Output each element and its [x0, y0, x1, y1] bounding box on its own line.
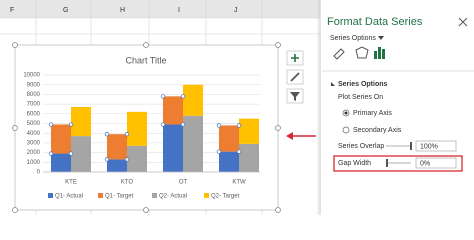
- y-tick-label: 6000: [27, 111, 41, 117]
- secondary-axis-label: Secondary Axis: [353, 127, 402, 134]
- chart-title: Chart Title: [125, 55, 166, 65]
- y-tick-label: 0: [37, 170, 41, 176]
- selection-handle: [180, 122, 186, 127]
- screen: F G H I J Chart Title 0 1000 2000 3000 4000 5…: [0, 0, 474, 215]
- x-tick-label: KTE: [65, 180, 77, 186]
- chart-buttons[interactable]: [286, 50, 304, 104]
- fill-line-tab[interactable]: [333, 48, 345, 60]
- gap-thumb[interactable]: [386, 159, 388, 167]
- options-menu[interactable]: Series Options: [330, 35, 376, 42]
- bar-segment: [71, 136, 91, 172]
- selection-handle: [216, 149, 222, 154]
- selection-handle: [236, 123, 242, 128]
- radio-dot: [344, 111, 348, 115]
- y-tick-label: 3000: [27, 140, 41, 146]
- selection-handle: [68, 122, 74, 127]
- bar-segment: [71, 107, 91, 137]
- column-header-bar: [0, 0, 320, 18]
- selection-handle: [124, 157, 130, 162]
- legend-label: Q2- Actual: [159, 194, 187, 200]
- y-tick-label: 2000: [27, 150, 41, 156]
- x-tick-label: OT: [179, 180, 188, 186]
- bar-segment: [163, 124, 183, 172]
- legend-swatch: [48, 193, 53, 198]
- bar-segment: [107, 134, 127, 160]
- plot-on-label: Plot Series On: [338, 94, 383, 101]
- bar-segment: [51, 124, 71, 154]
- column-letter: I: [178, 7, 180, 14]
- chart[interactable]: Chart Title 0 1000 2000 3000 4000 5000 6000 700…: [12, 42, 281, 213]
- column-letter: F: [10, 7, 14, 14]
- plus-icon: [291, 54, 299, 62]
- selection-handle: [124, 132, 130, 137]
- pane-background: [320, 0, 474, 215]
- selection-handle: [216, 123, 222, 128]
- selection-handle: [104, 132, 110, 137]
- column-letter: J: [234, 7, 238, 14]
- effects-tab[interactable]: [355, 46, 369, 59]
- menu-caret: [378, 36, 384, 40]
- pane-title: Format Data Series: [327, 16, 423, 28]
- y-tick-label: 1000: [27, 160, 41, 166]
- bar-segment: [219, 125, 239, 152]
- overlap-thumb[interactable]: [410, 142, 412, 150]
- bar-segment: [127, 145, 147, 172]
- primary-axis-label: Primary Axis: [353, 110, 392, 117]
- format-pane: Format Data Series Series Options Series…: [319, 0, 474, 215]
- overlap-input[interactable]: [415, 140, 457, 152]
- brush-icon: [290, 72, 300, 82]
- close-button[interactable]: [458, 17, 468, 27]
- bar-segment: [239, 118, 259, 144]
- legend-label: Q1- Actual: [55, 194, 83, 200]
- overlap-label: Series Overlap: [338, 143, 384, 150]
- gap-input[interactable]: [415, 157, 457, 169]
- secondary-radio[interactable]: [342, 126, 350, 134]
- y-tick-label: 5000: [27, 121, 41, 127]
- gap-label: Gap Width: [338, 160, 371, 167]
- gap-value: 0%: [420, 160, 430, 167]
- selection-handle: [68, 151, 74, 156]
- overlap-value: 100%: [420, 143, 438, 150]
- selection-handle: [48, 122, 54, 127]
- bar-segment: [219, 151, 239, 172]
- bar-segment: [239, 143, 259, 172]
- callout-arrowhead: [286, 132, 293, 140]
- selection-handle: [180, 94, 186, 99]
- column-letter: G: [63, 7, 68, 14]
- section-header[interactable]: Series Options: [338, 81, 388, 88]
- resize-handles: [12, 42, 281, 213]
- selection-handle: [160, 122, 166, 127]
- bar-segment: [183, 115, 203, 172]
- highlight-box: [333, 155, 463, 172]
- selection-handle: [236, 149, 242, 154]
- section-caret: [331, 82, 335, 86]
- legend-swatch: [152, 193, 157, 198]
- series-options-tab[interactable]: [374, 47, 385, 59]
- bar-segment: [163, 96, 183, 125]
- filter-icon: [290, 92, 300, 101]
- selection-handle: [160, 94, 166, 99]
- x-tick-label: KTO: [121, 180, 134, 186]
- y-tick-label: 8000: [27, 92, 41, 98]
- legend-swatch: [98, 193, 103, 198]
- y-tick-label: 10000: [23, 73, 40, 79]
- legend-label: Q1- Target: [105, 194, 134, 200]
- bar-segment: [51, 153, 71, 172]
- bar-segment: [183, 84, 203, 116]
- bar-segment: [127, 111, 147, 146]
- column-letter: H: [120, 7, 125, 14]
- legend-label: Q2- Target: [211, 194, 240, 200]
- y-tick-label: 4000: [27, 131, 41, 137]
- selection-handle: [48, 151, 54, 156]
- y-tick-label: 7000: [27, 102, 41, 108]
- legend-swatch: [204, 193, 209, 198]
- x-tick-label: KTW: [232, 180, 246, 186]
- bar-segment: [107, 159, 127, 172]
- y-tick-label: 9000: [27, 82, 41, 88]
- selection-handle: [104, 157, 110, 162]
